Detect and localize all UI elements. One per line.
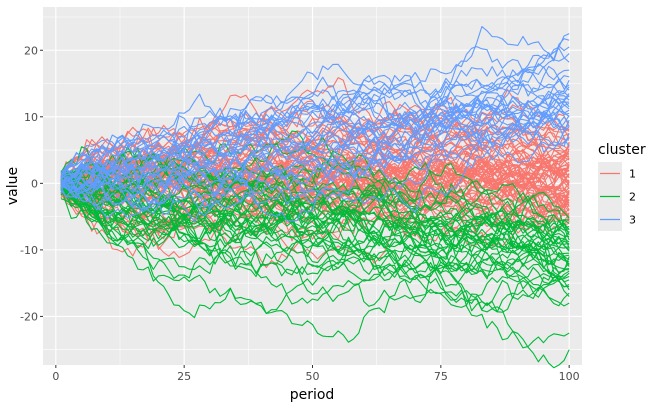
legend-label: 2 [629, 191, 636, 204]
x-tick-label: 25 [177, 370, 191, 383]
series-line-cluster-2 [60, 179, 570, 307]
y-axis-title: value [5, 167, 21, 205]
series-line-cluster-3 [60, 76, 570, 211]
series-line-cluster-2 [60, 163, 570, 266]
x-tick-label: 75 [434, 370, 448, 383]
series-line-cluster-3 [60, 90, 570, 190]
series-line-cluster-2 [60, 164, 570, 291]
x-tick-label: 0 [52, 370, 59, 383]
series-line-cluster-3 [60, 25, 570, 216]
series-line-cluster-3 [60, 63, 570, 179]
series-line-cluster-3 [60, 109, 570, 198]
series-line-cluster-2 [60, 168, 570, 369]
series-line-cluster-2 [60, 183, 570, 305]
series-line-cluster-2 [60, 181, 570, 274]
y-tick-label: 0 [31, 177, 38, 190]
plot-panel [43, 7, 582, 369]
series-cluster-3 [60, 25, 570, 223]
series-line-cluster-3 [60, 53, 570, 205]
x-tick-label: 50 [306, 370, 320, 383]
series-line-cluster-2 [60, 172, 570, 255]
series-line-cluster-1 [60, 169, 570, 232]
series-line-cluster-2 [60, 172, 570, 231]
legend-title: cluster [598, 142, 646, 158]
legend-label: 1 [629, 168, 636, 181]
series-line-cluster-3 [60, 66, 570, 188]
series-line-cluster-1 [60, 101, 570, 194]
legend-entries: 1 2 3 [598, 162, 636, 231]
series-line-cluster-2 [60, 173, 570, 270]
series-line-cluster-3 [60, 93, 570, 199]
series-line-cluster-3 [60, 93, 570, 205]
y-tick-label: 10 [24, 111, 38, 124]
series-line-cluster-3 [60, 133, 570, 183]
series-line-cluster-2 [60, 187, 570, 249]
series-line-cluster-3 [60, 33, 570, 194]
series-line-cluster-3 [60, 47, 570, 188]
series-line-cluster-1 [60, 112, 570, 204]
y-axis: -20 -10 0 10 20 [20, 44, 43, 323]
legend: cluster 1 2 3 [598, 142, 646, 231]
x-tick-label: 100 [559, 370, 580, 383]
x-axis: 0 25 50 75 100 [52, 365, 580, 383]
series-line-cluster-3 [60, 93, 570, 175]
series-line-cluster-3 [60, 91, 570, 176]
series-layer [60, 25, 570, 369]
y-tick-label: -20 [20, 310, 38, 323]
series-line-cluster-3 [60, 70, 570, 207]
series-line-cluster-3 [60, 113, 570, 219]
series-line-cluster-2 [60, 198, 570, 343]
series-line-cluster-3 [60, 93, 570, 184]
series-line-cluster-3 [60, 85, 570, 184]
legend-label: 3 [629, 214, 636, 227]
series-line-cluster-2 [60, 186, 570, 274]
y-tick-label: -10 [20, 244, 38, 257]
x-axis-title: period [290, 387, 335, 403]
series-line-cluster-3 [60, 38, 570, 184]
y-tick-label: 20 [24, 44, 38, 57]
series-line-cluster-2 [60, 156, 570, 275]
